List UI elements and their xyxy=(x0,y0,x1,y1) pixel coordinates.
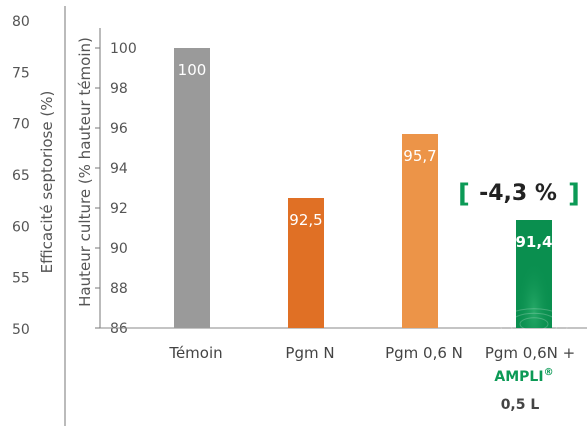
secondary-tick-label: 65 xyxy=(12,168,30,184)
category-label: Pgm 0,6 N xyxy=(385,344,463,362)
secondary-tick-label: 80 xyxy=(12,14,30,30)
value-labels: 100 92,5 95,7 91,4 xyxy=(178,61,553,251)
secondary-tick-label: 70 xyxy=(12,117,30,133)
value-label: 91,4 xyxy=(515,233,552,251)
primary-tick-label: 96 xyxy=(110,121,128,137)
primary-tick-label: 92 xyxy=(110,201,128,217)
category-labels: Témoin Pgm N Pgm 0,6 N Pgm 0,6N + xyxy=(168,344,575,362)
product-name: AMPLI xyxy=(494,369,543,385)
secondary-tick-label: 50 xyxy=(12,322,30,338)
category-label: Témoin xyxy=(168,344,222,362)
secondary-axis: 50 55 60 65 70 75 80 xyxy=(12,14,30,338)
primary-axis: 86 88 90 92 94 96 98 100 xyxy=(95,41,137,337)
value-label: 95,7 xyxy=(403,147,436,165)
primary-tick-label: 86 xyxy=(110,321,128,337)
category-label: Pgm 0,6N + xyxy=(485,344,575,362)
bar-1 xyxy=(174,48,210,328)
primary-tick-label: 98 xyxy=(110,81,128,97)
secondary-tick-label: 55 xyxy=(12,271,30,287)
bar-3 xyxy=(402,134,438,328)
primary-tick-label: 94 xyxy=(110,161,128,177)
bar-swirl xyxy=(499,308,569,340)
callout-value: -4,3 % xyxy=(479,181,557,206)
reduction-callout: [ -4,3 % ] xyxy=(458,179,580,209)
callout-close-bracket: ] xyxy=(568,179,580,209)
secondary-tick-label: 60 xyxy=(12,219,30,235)
value-label: 92,5 xyxy=(289,211,322,229)
callout-open-bracket: [ xyxy=(458,179,470,209)
value-label: 100 xyxy=(178,61,207,79)
category-label: Pgm N xyxy=(285,344,334,362)
bar-swirl xyxy=(519,317,549,331)
primary-tick-label: 90 xyxy=(110,241,128,257)
dose-label: 0,5 L xyxy=(501,397,540,413)
bars xyxy=(174,48,569,340)
product-label: AMPLI® xyxy=(494,367,553,385)
primary-tick-label: 100 xyxy=(110,41,137,57)
registered-mark: ® xyxy=(544,367,554,378)
bar-glow xyxy=(516,220,552,328)
bar-2 xyxy=(288,198,324,328)
primary-tick-label: 88 xyxy=(110,281,128,297)
secondary-axis-label: Efficacité septoriose (%) xyxy=(38,91,56,274)
primary-axis-label: Hauteur culture (% hauteur témoin) xyxy=(76,37,94,307)
bar-swirl xyxy=(509,312,559,336)
secondary-tick-label: 75 xyxy=(12,65,30,81)
